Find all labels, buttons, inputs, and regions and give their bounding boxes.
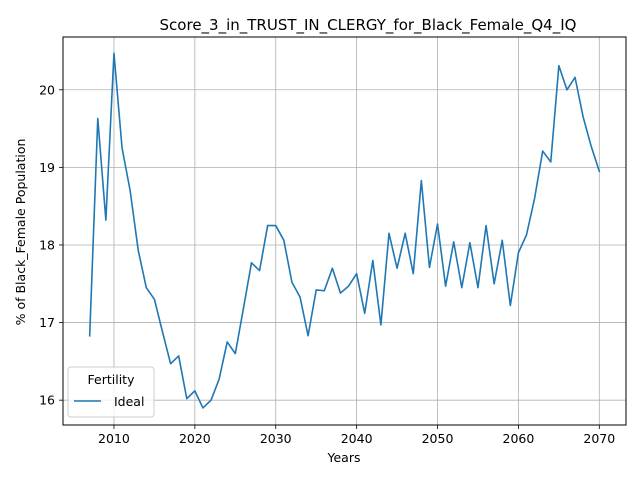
x-tick-label: 2010	[98, 431, 130, 446]
series-layer	[88, 52, 601, 409]
grid	[63, 37, 626, 425]
y-tick-label: 20	[39, 82, 55, 97]
legend-title: Fertility	[88, 372, 136, 387]
legend: Fertility Ideal	[67, 366, 155, 418]
plot-frame	[62, 36, 627, 426]
y-tick-label: 18	[39, 237, 55, 252]
y-tick-label: 16	[39, 393, 55, 408]
axis-ticks: 2010 2020 2030 2040 2050 2060 2070 16 17 18 19 20	[39, 82, 615, 446]
x-tick-label: 2070	[583, 431, 615, 446]
y-tick-label: 17	[39, 315, 55, 330]
x-tick-label: 2020	[179, 431, 211, 446]
legend-label-ideal: Ideal	[114, 394, 144, 409]
x-axis-label: Years	[327, 450, 361, 465]
y-axis-label: % of Black_Female Population	[13, 139, 28, 326]
chart-title: Score_3_in_TRUST_IN_CLERGY_for_Black_Fem…	[160, 16, 577, 35]
x-tick-label: 2050	[422, 431, 454, 446]
x-tick-label: 2040	[341, 431, 373, 446]
series-line-ideal	[88, 52, 601, 409]
x-tick-label: 2060	[503, 431, 535, 446]
y-tick-label: 19	[39, 160, 55, 175]
legend-box	[67, 366, 155, 418]
x-tick-label: 2030	[260, 431, 292, 446]
